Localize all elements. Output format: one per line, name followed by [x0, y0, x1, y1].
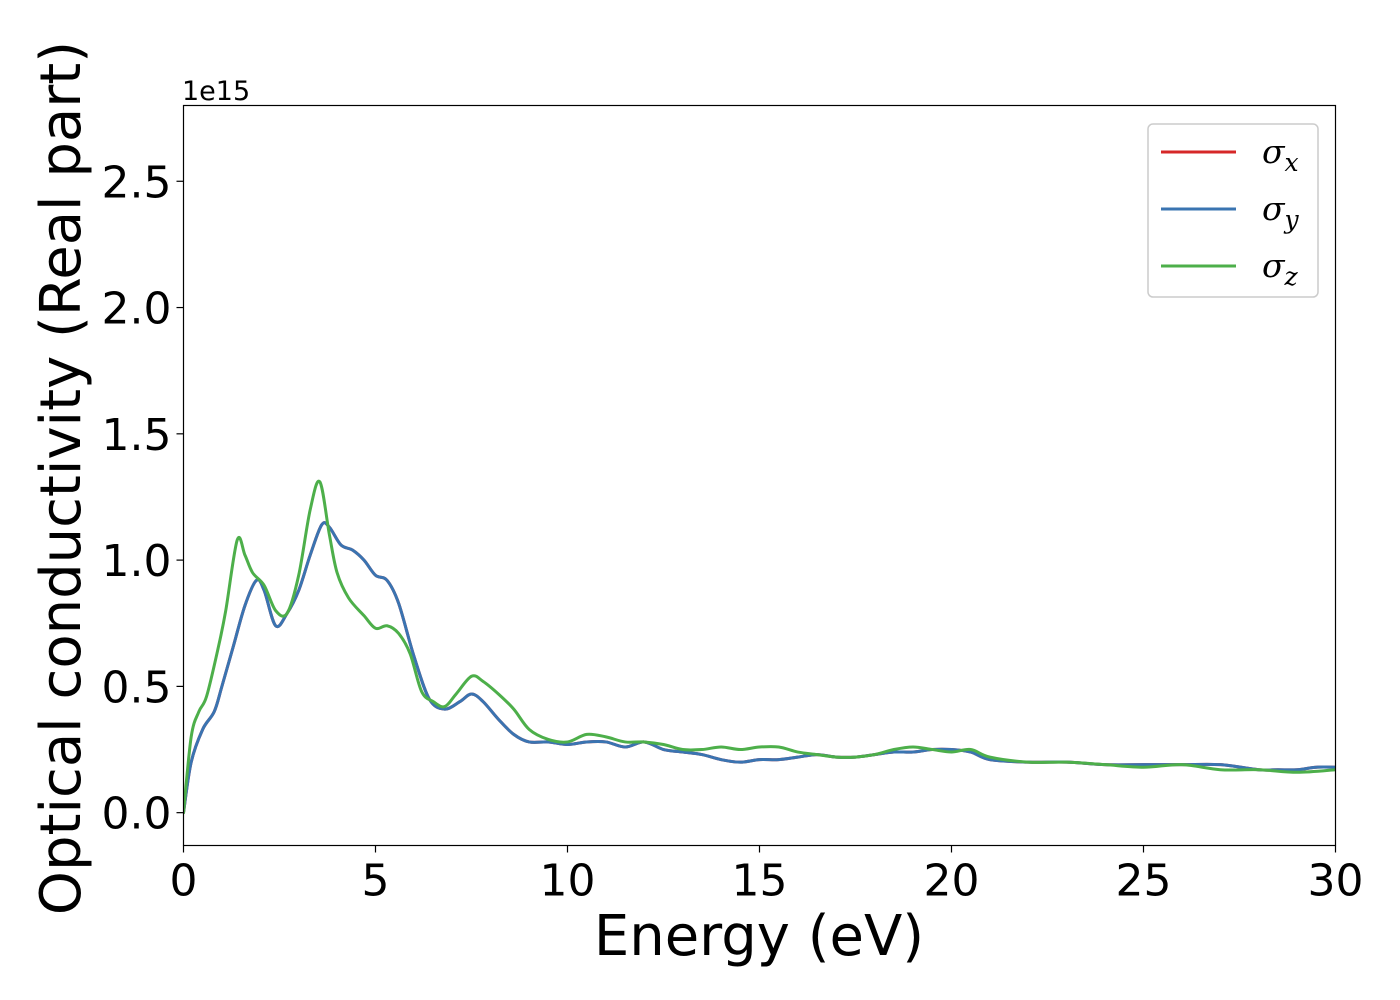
y-tick-label: 2.5 [102, 157, 172, 208]
x-tick-label: 20 [924, 856, 980, 907]
legend-label-x: σx [1262, 132, 1299, 177]
x-tick-label: 25 [1116, 856, 1172, 907]
series-line-z [183, 479, 1336, 815]
y-tick-label: 2.0 [102, 284, 172, 335]
legend: σx σy σz [1147, 123, 1319, 298]
x-tick-label: 5 [362, 856, 390, 907]
plot-area [183, 479, 1336, 815]
y-tick-label: 1.5 [102, 410, 172, 461]
x-tick-label: 0 [170, 856, 198, 907]
y-tick-label: 0.5 [102, 662, 172, 713]
y-axis-label: Optical conductivity (Real part) [29, 41, 94, 915]
legend-label-z: σz [1262, 246, 1299, 291]
x-tick-label: 30 [1308, 856, 1364, 907]
x-tick-label: 15 [732, 856, 788, 907]
x-axis: 0 5 10 15 20 25 30 [170, 845, 1364, 907]
y-offset-label: 1e15 [182, 76, 250, 107]
y-tick-label: 0.0 [102, 789, 172, 840]
y-axis: 0.0 0.5 1.0 1.5 2.0 2.5 [102, 157, 184, 840]
x-axis-label: Energy (eV) [594, 904, 924, 969]
y-tick-label: 1.0 [102, 536, 172, 587]
series-line-y [183, 521, 1336, 815]
x-tick-label: 10 [540, 856, 596, 907]
legend-label-y: σy [1262, 189, 1300, 234]
